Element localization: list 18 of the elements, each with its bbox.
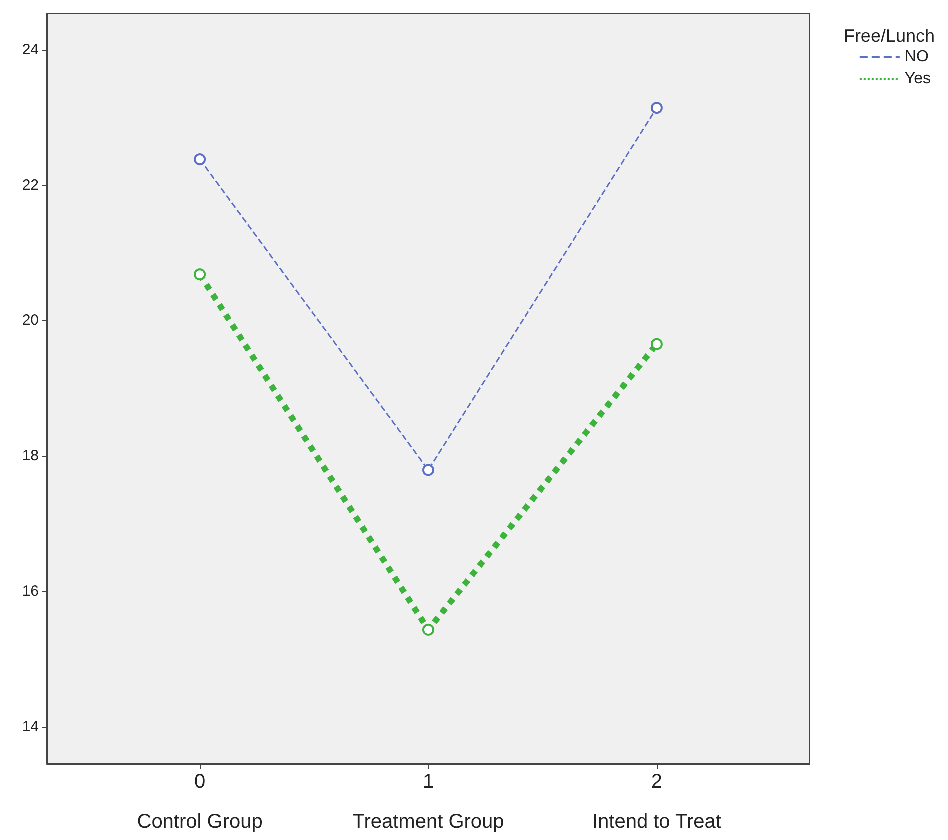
legend-label: Yes <box>904 70 932 88</box>
legend-label: NO <box>904 48 929 66</box>
x-tick-label: 2 Intend to Treat <box>592 771 722 833</box>
x-tick-label: 1 Treatment Group <box>352 771 504 833</box>
point <box>422 624 434 636</box>
y-tick-label: 20 <box>22 312 39 330</box>
point <box>650 102 663 114</box>
y-tick-label: 18 <box>22 448 39 465</box>
point <box>650 338 663 350</box>
y-tick-label: 22 <box>22 176 39 194</box>
legend-title: Free/Lunch <box>844 26 936 46</box>
y-tick-label: 14 <box>22 718 39 736</box>
y-tick-label: 24 <box>22 41 39 58</box>
x-tick-label: 0 Control Group <box>137 771 263 833</box>
point <box>422 464 434 476</box>
point <box>194 268 206 281</box>
point <box>194 154 206 166</box>
y-tick-label: 16 <box>22 582 39 600</box>
